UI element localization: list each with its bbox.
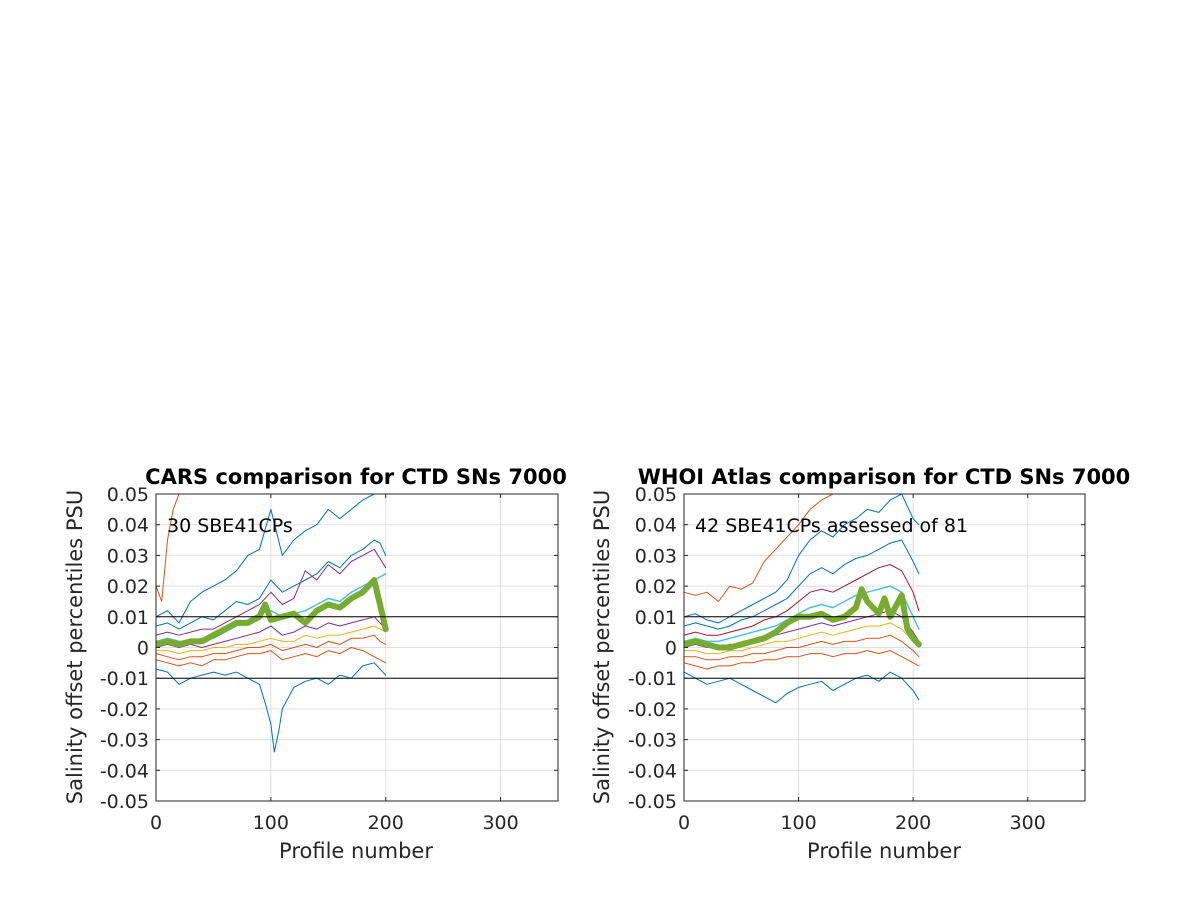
y-tick-label: -0.05 xyxy=(628,791,677,813)
y-tick-label: -0.01 xyxy=(628,668,677,690)
series-group xyxy=(156,494,558,753)
y-tick-label: -0.04 xyxy=(628,760,677,782)
x-axis-label: Profile number xyxy=(279,839,433,863)
y-tick-label: 0.04 xyxy=(635,515,677,537)
y-tick-label: -0.01 xyxy=(100,668,149,690)
chart-title: WHOI Atlas comparison for CTD SNs 7000 xyxy=(638,465,1131,489)
percentile-line xyxy=(156,494,180,602)
y-tick-label: 0 xyxy=(665,638,677,660)
percentile-line xyxy=(684,650,920,670)
percentile-line xyxy=(156,539,387,630)
x-tick-label: 100 xyxy=(780,812,816,834)
percentile-line xyxy=(684,634,920,661)
x-tick-label: 0 xyxy=(678,812,690,834)
float-count-annotation: 30 SBE41CPs xyxy=(167,515,293,537)
percentile-line xyxy=(156,616,387,648)
cars-comparison-chart: 0 100 200 300 0.05 0.04 0.03 0.02 0.01 0 -0.01 -0.0… xyxy=(63,465,567,863)
y-tick-label: 0.02 xyxy=(635,576,677,598)
percentile-line xyxy=(156,634,387,661)
x-tick-label: 100 xyxy=(253,812,289,834)
percentile-line xyxy=(684,671,920,704)
median-offset-line xyxy=(156,577,389,648)
percentile-line xyxy=(684,585,920,643)
y-tick-label: 0.01 xyxy=(107,607,149,629)
percentile-line xyxy=(684,494,920,624)
y-tick-label: 0.03 xyxy=(635,545,677,567)
y-tick-label: -0.04 xyxy=(100,760,149,782)
plot-area: 0 100 200 300 0.05 0.04 0.03 0.02 0.01 0 -0.01 -0.0… xyxy=(100,484,559,834)
y-tick-label: 0.05 xyxy=(635,484,677,506)
percentile-line xyxy=(156,548,387,636)
chart-title: CARS comparison for CTD SNs 7000 xyxy=(145,465,567,489)
percentile-line xyxy=(684,494,834,602)
y-tick-label: -0.03 xyxy=(100,730,149,752)
x-tick-label: 0 xyxy=(150,812,162,834)
percentile-line xyxy=(156,494,375,624)
x-tick-label: 300 xyxy=(1010,812,1046,834)
percentile-line xyxy=(156,625,387,655)
y-tick-label: -0.02 xyxy=(628,699,677,721)
y-tick-label: -0.05 xyxy=(100,791,149,813)
plot-area: 0 100 200 300 0.05 0.04 0.03 0.02 0.01 0 -0.01 -0.0… xyxy=(628,484,1086,834)
y-tick-label: -0.03 xyxy=(628,730,677,752)
y-tick-label: 0.05 xyxy=(107,484,149,506)
series-group xyxy=(684,494,1085,704)
percentile-line xyxy=(684,564,920,636)
x-axis-label: Profile number xyxy=(807,839,961,863)
percentile-line xyxy=(684,539,920,630)
y-tick-label: -0.02 xyxy=(100,699,149,721)
whoi-atlas-comparison-chart: 0 100 200 300 0.05 0.04 0.03 0.02 0.01 0 -0.01 -0.0… xyxy=(590,465,1131,863)
x-tick-label: 200 xyxy=(368,812,404,834)
y-tick-label: 0.04 xyxy=(107,515,149,537)
percentile-line xyxy=(156,662,387,753)
percentile-line xyxy=(156,647,387,667)
y-axis-label: Salinity offset percentiles PSU xyxy=(590,490,614,804)
y-tick-label: 0.02 xyxy=(107,576,149,598)
percentile-line xyxy=(684,622,920,655)
y-tick-label: 0 xyxy=(137,638,149,660)
x-tick-label: 200 xyxy=(895,812,931,834)
y-tick-label: 0.03 xyxy=(107,545,149,567)
y-axis-label: Salinity offset percentiles PSU xyxy=(63,490,87,804)
y-tick-label: 0.01 xyxy=(635,607,677,629)
x-tick-label: 300 xyxy=(482,812,518,834)
float-count-annotation: 42 SBE41CPs assessed of 81 xyxy=(695,515,968,537)
